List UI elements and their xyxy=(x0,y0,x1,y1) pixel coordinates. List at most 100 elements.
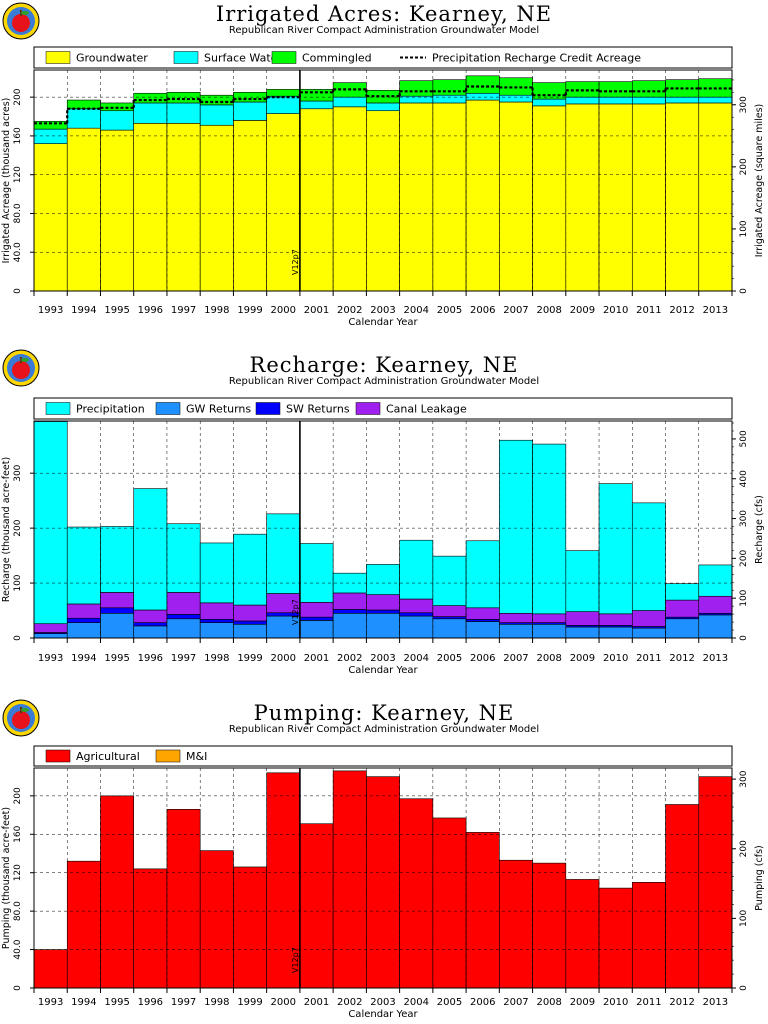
bar-segment xyxy=(399,798,434,989)
legend: Precipitation GW Returns SW Returns Canal L… xyxy=(33,397,733,420)
bar-segment xyxy=(266,89,301,97)
bar-segment xyxy=(399,612,434,617)
bar-segment xyxy=(199,124,234,292)
bar-segment xyxy=(432,616,467,620)
x-tick-label: 1994 xyxy=(71,997,96,1008)
bar-segment xyxy=(233,866,267,989)
x-tick-label: 2012 xyxy=(669,653,694,664)
y-tick-label-right: 0 xyxy=(739,635,749,641)
bar-segment xyxy=(665,96,700,104)
y-tick-label: 160 xyxy=(13,825,23,842)
chart-title: Irrigated Acres: Kearney, NE xyxy=(215,2,553,26)
x-tick-label: 1996 xyxy=(138,653,163,664)
bar-segment xyxy=(66,622,101,639)
x-tick-label: 2005 xyxy=(437,653,462,664)
pumping-panel: Agricultural M&I V12p7 1993 1994 1995 1996 1997… xyxy=(0,695,768,1024)
bar-segment xyxy=(631,96,666,105)
chart-subtitle: Republican River Compact Administration … xyxy=(228,25,540,36)
x-tick-label: 2004 xyxy=(404,653,429,664)
x-tick-label: 2009 xyxy=(570,653,595,664)
bar-segment xyxy=(332,572,367,594)
legend-swatch xyxy=(173,51,199,64)
legend-box xyxy=(33,745,733,767)
bar-segment xyxy=(366,609,400,614)
y-tick-label: 0 xyxy=(13,288,23,294)
bar-segment xyxy=(33,623,68,633)
x-tick-label: 2012 xyxy=(669,305,694,316)
bar-segment xyxy=(100,612,135,639)
y-axis-label: Recharge (thousand acre-feet) xyxy=(1,457,12,602)
bar-segment xyxy=(432,102,467,292)
bar-segment xyxy=(66,526,101,605)
bar-segment xyxy=(66,860,101,989)
y-tick-label-right: 200 xyxy=(739,158,749,175)
bar-segment xyxy=(233,620,267,625)
y-tick-label: 120 xyxy=(13,864,23,881)
legend-swatch xyxy=(45,749,71,763)
bar-segment xyxy=(432,817,467,989)
x-tick-label: 1993 xyxy=(38,997,63,1008)
bar-segment xyxy=(33,633,68,639)
y-axis-right: 0 100 200 300 Irrigated Acreage (square mile… xyxy=(732,79,765,294)
y-tick-label-right: 300 xyxy=(739,96,749,113)
bar-segment xyxy=(166,523,201,593)
bar-segment xyxy=(565,103,600,292)
x-tick-label: 2010 xyxy=(603,305,628,316)
irrigated-acres-panel: Groundwater Surface Water Commingled Precip… xyxy=(0,0,768,335)
bar-segment xyxy=(66,603,101,619)
y-tick-label-right: 0 xyxy=(739,288,749,294)
bar-segment xyxy=(299,100,334,110)
bar-segment xyxy=(133,102,168,124)
y-axis-label: Pumping (thousand acre-feet) xyxy=(1,807,12,949)
y-tick-label: 200 xyxy=(13,88,23,105)
bar-segment xyxy=(499,612,533,623)
bar-segment xyxy=(399,598,434,614)
bar-segment xyxy=(698,595,733,614)
bar-segment xyxy=(399,95,434,104)
x-tick-label: 1997 xyxy=(171,305,196,316)
bar-segment xyxy=(332,612,367,639)
bar-segment xyxy=(133,92,168,104)
x-tick-label: 2011 xyxy=(636,997,661,1008)
bar-segment xyxy=(199,850,234,989)
version-marker-label: V12p7 xyxy=(291,947,300,973)
legend-label: Precipitation Recharge Credit Acreage xyxy=(432,52,641,65)
x-tick-label: 2002 xyxy=(337,305,362,316)
x-tick-label: 2000 xyxy=(271,997,296,1008)
y-axis-label-right: Irrigated Acreage (square miles) xyxy=(754,104,765,258)
bar-segment xyxy=(166,592,201,615)
y-tick-label: 200 xyxy=(13,519,23,536)
x-tick-label: 2013 xyxy=(703,653,728,664)
bar-segment xyxy=(465,75,500,94)
pumping-chart: Agricultural M&I V12p7 1993 1994 1995 1996 1997… xyxy=(1,745,765,1020)
bar-segment xyxy=(100,592,135,609)
x-tick-label: 2006 xyxy=(470,997,495,1008)
bar-segment xyxy=(166,91,201,104)
bar-segment xyxy=(332,592,367,610)
x-tick-label: 2013 xyxy=(703,997,728,1008)
x-tick-label: 1993 xyxy=(38,653,63,664)
bar-segment xyxy=(332,770,367,989)
bar-segment xyxy=(133,123,168,292)
y-axis-right: 0 100 200 300 Pumping (cfs) xyxy=(732,770,765,991)
grid xyxy=(34,70,732,291)
bar-segment xyxy=(166,618,201,639)
y-tick-label: 40.0 xyxy=(13,242,23,262)
bar-segment xyxy=(366,594,400,611)
bar-segment xyxy=(665,102,700,292)
bar-segment xyxy=(465,832,500,989)
x-tick-label: 1993 xyxy=(38,305,63,316)
bar-segment xyxy=(33,949,68,989)
x-tick-label: 2009 xyxy=(570,997,595,1008)
x-tick-label: 2003 xyxy=(370,305,395,316)
bar-segment xyxy=(465,619,500,622)
bar-segment xyxy=(199,104,234,126)
bar-segment xyxy=(598,613,633,626)
bars xyxy=(33,75,733,292)
bar-segment xyxy=(465,92,500,101)
y-axis-label: Irrigated Acreage (thousand acres) xyxy=(1,98,12,264)
bar-segment xyxy=(698,776,733,989)
x-tick-label: 2007 xyxy=(503,305,528,316)
bar-segment xyxy=(166,614,201,620)
x-axis-label: Calendar Year xyxy=(348,1009,418,1020)
